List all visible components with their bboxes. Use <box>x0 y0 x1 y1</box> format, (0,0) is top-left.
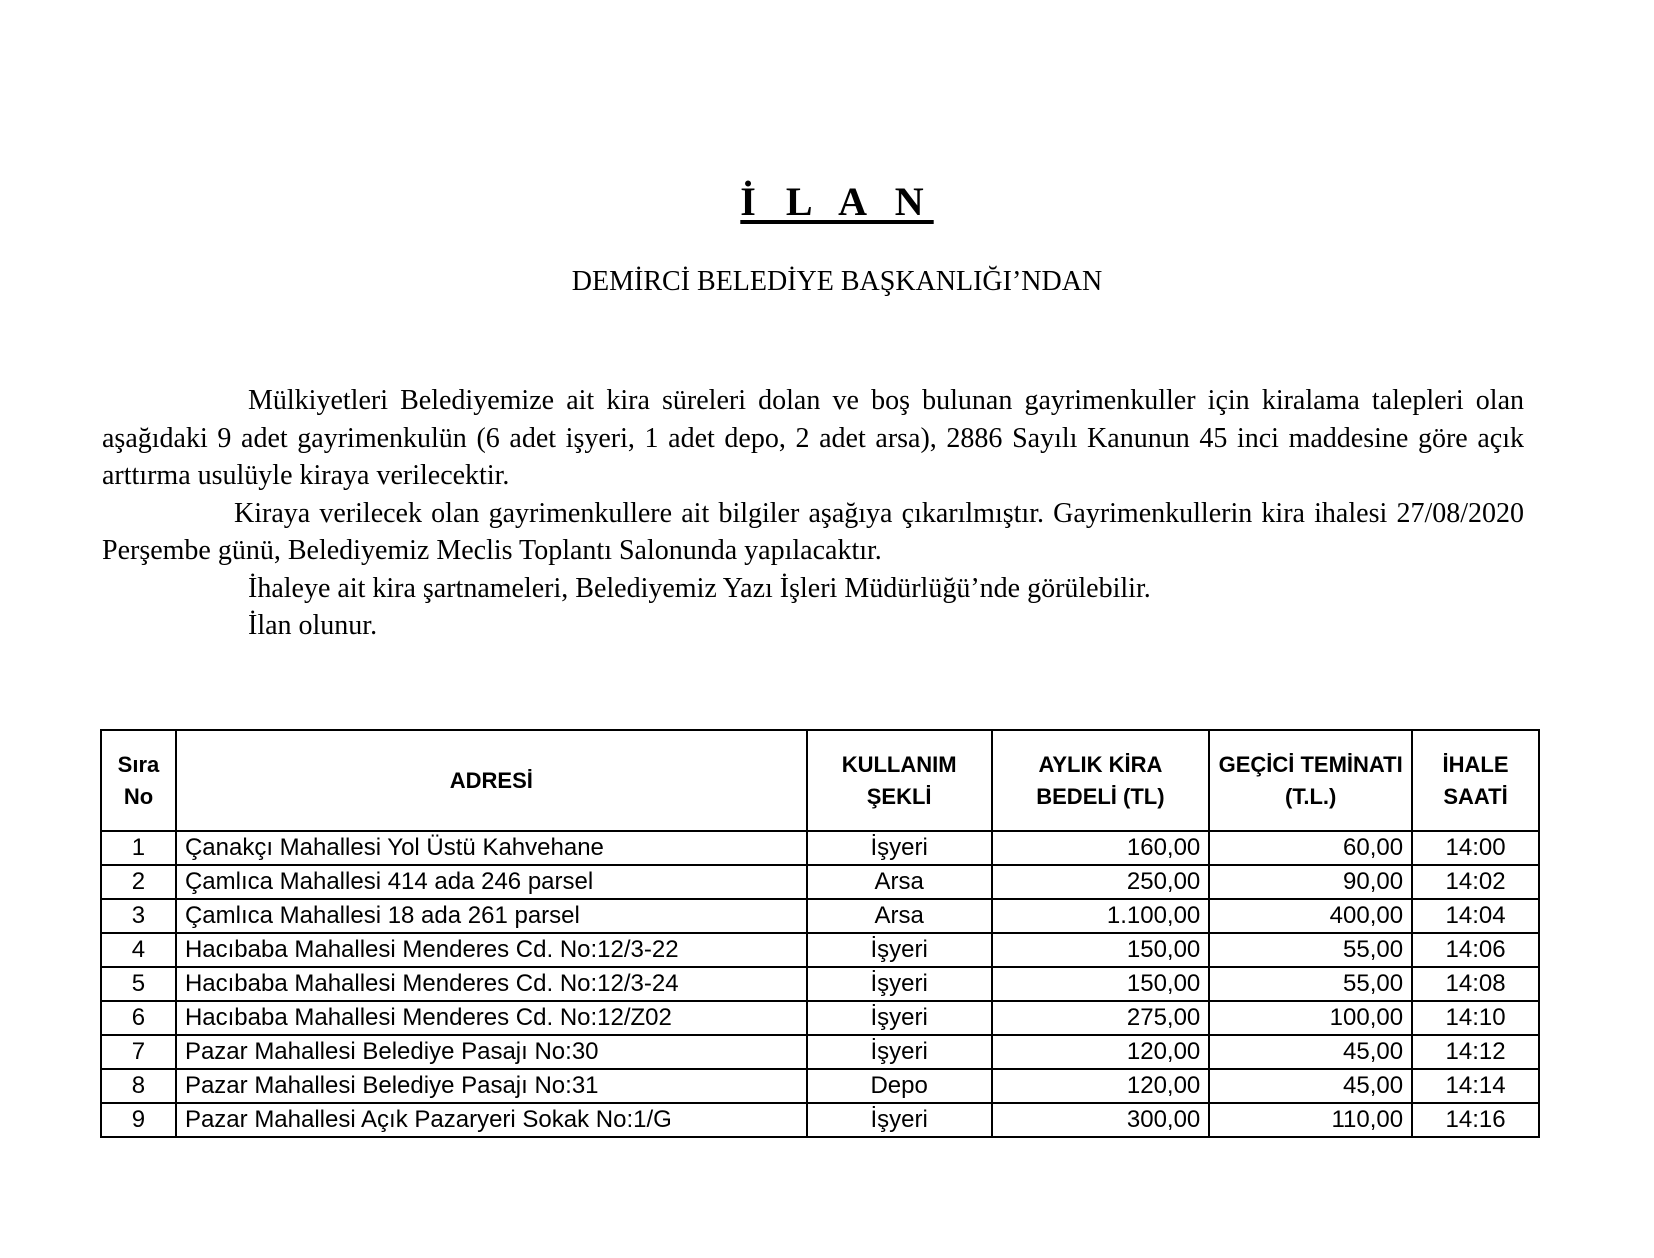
paragraph: İhaleye ait kira şartnameleri, Belediyem… <box>248 572 1151 604</box>
table-cell: 300,00 <box>990 1102 1211 1138</box>
table-cell: İşyeri <box>805 1102 993 1138</box>
column-header: AYLIK KİRA BEDELİ (TL) <box>990 729 1211 832</box>
table-cell: 45,00 <box>1208 1068 1414 1104</box>
table-cell: 9 <box>100 1102 177 1138</box>
column-header: KULLANIM ŞEKLİ <box>805 729 993 832</box>
table-cell: 14:00 <box>1411 830 1540 866</box>
table-cell: İşyeri <box>805 830 993 866</box>
table-cell: Çamlıca Mahallesi 414 ada 246 parsel <box>174 864 808 900</box>
table-cell: 14:04 <box>1411 898 1540 934</box>
table-cell: Pazar Mahallesi Belediye Pasajı No:30 <box>174 1034 808 1070</box>
table-cell: Hacıbaba Mahallesi Menderes Cd. No:12/3-… <box>174 932 808 968</box>
table-cell: 8 <box>100 1068 177 1104</box>
table-row: 9 Pazar Mahallesi Açık Pazaryeri Sokak No… <box>100 1102 1540 1138</box>
table-cell: 45,00 <box>1208 1034 1414 1070</box>
table-cell: 90,00 <box>1208 864 1414 900</box>
table-cell: 1 <box>100 830 177 866</box>
table-cell: İşyeri <box>805 1000 993 1036</box>
paragraph: Mülkiyetleri Belediyemize ait kira sürel… <box>102 385 1524 491</box>
table-cell: 60,00 <box>1208 830 1414 866</box>
table-cell: 7 <box>100 1034 177 1070</box>
table-row: 6 Hacıbaba Mahallesi Menderes Cd. No:12/Z… <box>100 1000 1540 1036</box>
column-header: ADRESİ <box>174 729 808 832</box>
table-cell: 1.100,00 <box>990 898 1211 934</box>
table-cell: İşyeri <box>805 966 993 1002</box>
table-cell: 6 <box>100 1000 177 1036</box>
issuer-subtitle: DEMİRCİ BELEDİYE BAŞKANLIĞI’NDAN <box>571 266 1103 297</box>
table-row: 4 Hacıbaba Mahallesi Menderes Cd. No:12/3… <box>100 932 1540 968</box>
table-row: 5 Hacıbaba Mahallesi Menderes Cd. No:12/3… <box>100 966 1540 1002</box>
paragraph: İlan olunur. <box>248 610 378 641</box>
column-header: GEÇİCİ TEMİNATI (T.L.) <box>1208 729 1414 832</box>
table-cell: 14:10 <box>1411 1000 1540 1036</box>
table-cell: 160,00 <box>990 830 1211 866</box>
announcement-body: Mülkiyetleri Belediyemize ait kira sürel… <box>102 382 1524 645</box>
table-cell: 110,00 <box>1208 1102 1414 1138</box>
table-cell: 250,00 <box>990 864 1211 900</box>
table-cell: Depo <box>805 1068 993 1104</box>
column-header: İHALE SAATİ <box>1411 729 1540 832</box>
table-cell: 55,00 <box>1208 932 1414 968</box>
table-row: 7 Pazar Mahallesi Belediye Pasajı No:30 İş… <box>100 1034 1540 1070</box>
table-cell: 14:02 <box>1411 864 1540 900</box>
table-cell: 3 <box>100 898 177 934</box>
paragraph: Kiraya verilecek olan gayrimenkullere ai… <box>102 497 1524 567</box>
table-cell: Çamlıca Mahallesi 18 ada 261 parsel <box>174 898 808 934</box>
column-header: Sıra No <box>100 729 177 832</box>
table-cell: 55,00 <box>1208 966 1414 1002</box>
table-row: 1 Çanakçı Mahallesi Yol Üstü Kahvehane İşy… <box>100 830 1540 866</box>
table-cell: 150,00 <box>990 966 1211 1002</box>
property-table: Sıra No ADRESİ KULLANIM ŞEKLİ AYLIK KİRA BE… <box>100 729 1540 1138</box>
table-cell: Hacıbaba Mahallesi Menderes Cd. No:12/Z0… <box>174 1000 808 1036</box>
table-cell: 14:06 <box>1411 932 1540 968</box>
table-cell: Hacıbaba Mahallesi Menderes Cd. No:12/3-… <box>174 966 808 1002</box>
table-cell: 150,00 <box>990 932 1211 968</box>
table-cell: 100,00 <box>1208 1000 1414 1036</box>
table-cell: 14:14 <box>1411 1068 1540 1104</box>
table-cell: 120,00 <box>990 1034 1211 1070</box>
table-row: 3 Çamlıca Mahallesi 18 ada 261 parsel Arsa… <box>100 898 1540 934</box>
page-title: İ L A N <box>740 179 934 224</box>
table-cell: Arsa <box>805 898 993 934</box>
table-cell: Çanakçı Mahallesi Yol Üstü Kahvehane <box>174 830 808 866</box>
table-cell: 5 <box>100 966 177 1002</box>
table-cell: 14:08 <box>1411 966 1540 1002</box>
table-row: 2 Çamlıca Mahallesi 414 ada 246 parsel Ars… <box>100 864 1540 900</box>
table-cell: 14:12 <box>1411 1034 1540 1070</box>
table-cell: 400,00 <box>1208 898 1414 934</box>
table-cell: 4 <box>100 932 177 968</box>
table-cell: İşyeri <box>805 1034 993 1070</box>
table-cell: 2 <box>100 864 177 900</box>
table-cell: İşyeri <box>805 932 993 968</box>
table-cell: 120,00 <box>990 1068 1211 1104</box>
table-cell: 14:16 <box>1411 1102 1540 1138</box>
table-cell: Pazar Mahallesi Açık Pazaryeri Sokak No:… <box>174 1102 808 1138</box>
table-cell: Arsa <box>805 864 993 900</box>
table-cell: Pazar Mahallesi Belediye Pasajı No:31 <box>174 1068 808 1104</box>
table-row: 8 Pazar Mahallesi Belediye Pasajı No:31 De… <box>100 1068 1540 1104</box>
table-cell: 275,00 <box>990 1000 1211 1036</box>
